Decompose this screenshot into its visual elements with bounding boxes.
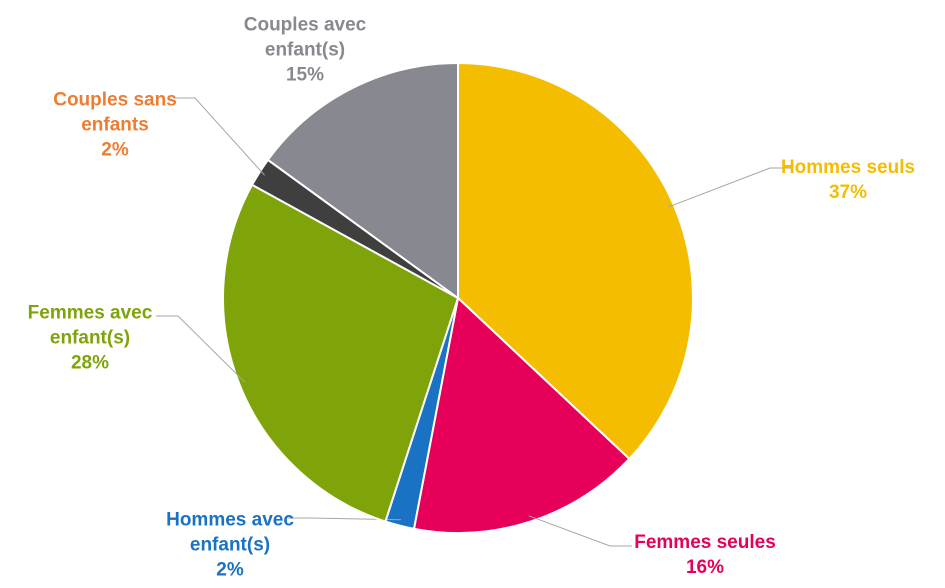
slice-label: Femmes avec enfant(s) 28%	[15, 301, 165, 376]
value-label: 2%	[101, 139, 129, 161]
leader-line	[173, 97, 266, 176]
leader-line	[288, 517, 402, 521]
value-label: 28%	[70, 352, 110, 374]
value-label: 37%	[828, 182, 868, 203]
slice-label: Hommes avec enfant(s) 2%	[155, 508, 305, 583]
category-label: Hommes avec enfant(s)	[166, 509, 294, 556]
value-label: 15%	[285, 64, 325, 86]
pie-slice	[222, 183, 460, 523]
slice-label: Hommes seuls 37%	[773, 155, 923, 205]
category-label: Couples sans enfants	[53, 89, 177, 136]
pie-slice	[266, 61, 459, 300]
value-label: 16%	[685, 557, 725, 578]
value-label: 2%	[216, 559, 244, 581]
leader-line	[528, 515, 632, 547]
category-label: Femmes seules	[634, 532, 776, 553]
category-label: Hommes seuls	[780, 157, 916, 178]
slice-label: Couples sans enfants 2%	[40, 88, 190, 163]
category-label: Femmes avec enfant(s)	[27, 302, 153, 349]
leader-line	[156, 315, 246, 383]
slice-label: Femmes seules 16%	[630, 530, 780, 580]
pie-slice	[412, 296, 631, 534]
category-label: Couples avec enfant(s)	[243, 14, 367, 61]
leader-line	[667, 167, 792, 208]
slice-label: Couples avec enfant(s) 15%	[230, 13, 380, 88]
